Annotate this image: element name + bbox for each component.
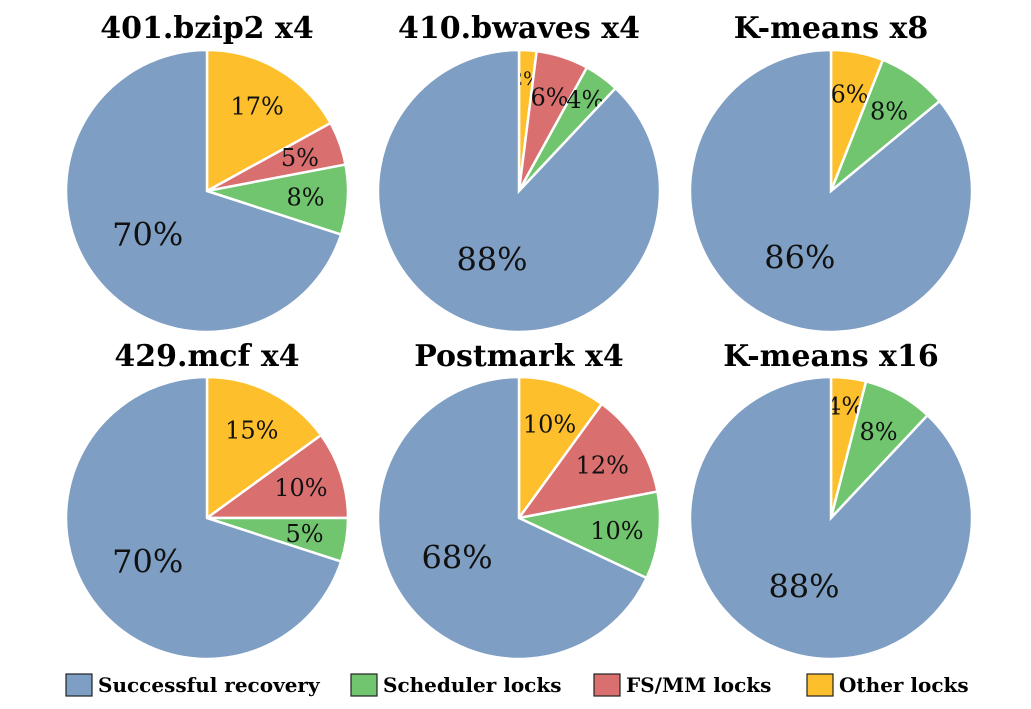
slice-other-locks xyxy=(205,48,333,194)
slice-successful-recovery xyxy=(688,48,974,334)
slice-fs-mm-locks xyxy=(203,433,350,520)
slice-label-fs-mm-locks: 6% xyxy=(530,84,568,112)
pie-k-means-x8: K-means x8 6%8% 86% xyxy=(688,11,974,334)
slice-label-other-locks: 6% xyxy=(830,80,868,108)
slice-label-fs-mm-locks: 5% xyxy=(281,144,319,172)
legend-swatch-scheduler-locks xyxy=(350,673,378,697)
legend-label-other-locks: Other locks xyxy=(839,673,969,697)
pie-title: K-means x8 xyxy=(734,11,929,46)
slice-label-successful-recovery: 70% xyxy=(112,542,183,580)
slice-scheduler-locks xyxy=(514,490,662,580)
slice-fs-mm-locks xyxy=(516,402,659,520)
legend-label-fs-mm-locks: FS/MM locks xyxy=(626,673,771,697)
pie-401-bzip2-x4: 401.bzip2 x4 17% 5% 8% 70% xyxy=(64,11,350,334)
slice-label-scheduler-locks: 8% xyxy=(859,418,897,446)
legend-swatch-other-locks xyxy=(806,673,834,697)
pie-title: 429.mcf x4 xyxy=(114,339,299,374)
pie-title: 410.bwaves x4 xyxy=(398,11,640,46)
slice-label-scheduler-locks: 8% xyxy=(286,184,324,212)
slice-label-successful-recovery: 88% xyxy=(456,240,527,278)
legend-label-successful-recovery: Successful recovery xyxy=(98,673,321,697)
pie-title: 401.bzip2 x4 xyxy=(100,11,314,46)
slice-other-locks xyxy=(517,375,604,522)
slice-label-scheduler-locks: 5% xyxy=(285,520,323,548)
slice-label-other-locks: 15% xyxy=(225,417,278,445)
slice-label-other-locks: 10% xyxy=(523,411,576,439)
slice-label-scheduler-locks: 10% xyxy=(590,517,643,545)
slice-successful-recovery xyxy=(64,375,343,661)
slice-successful-recovery xyxy=(688,375,974,661)
legend-swatch-successful-recovery xyxy=(65,673,93,697)
slice-other-locks xyxy=(205,375,323,521)
legend: Successful recovery Scheduler locks FS/MM … xyxy=(65,673,969,697)
slice-label-fs-mm-locks: 10% xyxy=(274,474,327,502)
pie-429-mcf-x4: 429.mcf x4 15% 10% 5% 70% xyxy=(64,339,350,661)
slice-label-successful-recovery: 88% xyxy=(768,567,839,605)
pie-title: Postmark x4 xyxy=(414,339,624,374)
slice-label-successful-recovery: 68% xyxy=(422,539,493,577)
slice-label-other-locks: 17% xyxy=(231,92,284,120)
legend-label-scheduler-locks: Scheduler locks xyxy=(383,673,561,697)
pie-title: K-means x16 xyxy=(723,339,938,374)
slice-successful-recovery xyxy=(64,48,343,334)
slice-label-successful-recovery: 70% xyxy=(112,215,183,253)
slice-label-fs-mm-locks: 12% xyxy=(576,452,629,480)
legend-swatch-fs-mm-locks xyxy=(593,673,621,697)
slice-successful-recovery xyxy=(376,48,662,334)
pie-410-bwaves-x4: 410.bwaves x42%6%4%88% xyxy=(376,11,662,334)
slice-successful-recovery xyxy=(376,375,649,661)
slice-label-scheduler-locks: 8% xyxy=(870,98,908,126)
slice-label-successful-recovery: 86% xyxy=(764,239,835,277)
